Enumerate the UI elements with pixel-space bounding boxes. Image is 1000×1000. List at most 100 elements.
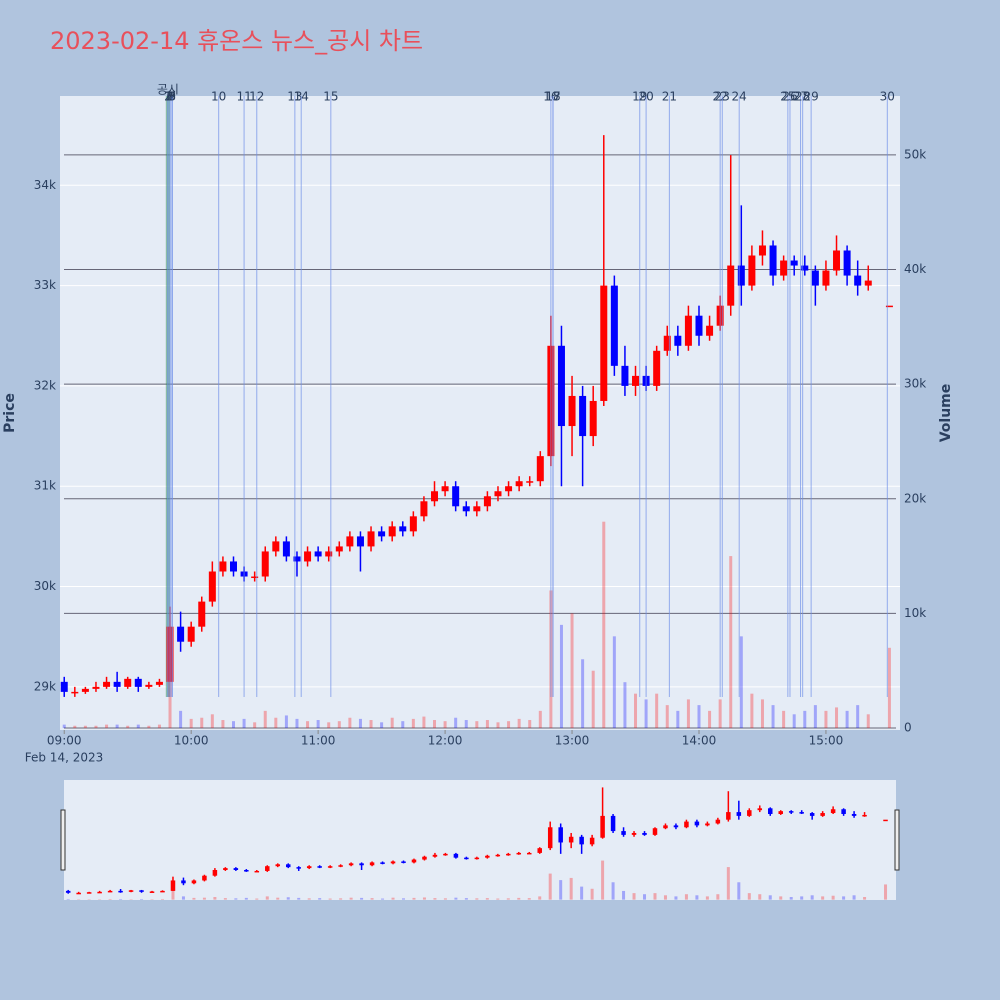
candle-body (388, 526, 396, 537)
mini-candle-body (327, 866, 333, 868)
volume-bar (623, 682, 627, 729)
y2-axis-title: Volume (938, 384, 954, 443)
candle-body (822, 270, 830, 286)
candle-body (177, 626, 185, 642)
mini-candle-body (422, 856, 427, 860)
mini-volume-bar (307, 898, 311, 900)
candle-body (346, 536, 354, 547)
mini-candle-body (191, 880, 197, 884)
mini-candle-body (265, 866, 270, 871)
mini-volume-bar (506, 898, 510, 900)
mini-volume-bar (622, 890, 626, 900)
mini-candle-body (589, 837, 595, 845)
volume-bar (581, 659, 585, 729)
mini-volume-bar (580, 886, 584, 900)
volume-bar (792, 714, 796, 729)
candle-body (727, 265, 735, 306)
mini-candle-body (715, 819, 721, 824)
candle-body (251, 576, 259, 579)
mini-volume-bar (213, 897, 217, 900)
mini-candle-body (453, 853, 459, 858)
candle-body (356, 536, 364, 547)
news-label: 18 (545, 90, 560, 104)
news-label: 23 (715, 90, 730, 104)
y-tick-label: 29k (34, 679, 56, 693)
volume-bar (454, 717, 458, 729)
mini-volume-bar (360, 897, 364, 900)
candle-body (473, 506, 481, 512)
news-label: 6 (166, 90, 174, 104)
mini-candle-body (443, 853, 448, 856)
y2-tick-label: 30k (904, 377, 926, 391)
mini-candle-body (830, 809, 836, 814)
news-label: 14 (294, 90, 309, 104)
range-slider[interactable] (64, 780, 896, 900)
candle-body (526, 481, 534, 483)
mini-candle-body (306, 866, 312, 869)
candle-body (293, 556, 301, 562)
candle-body (261, 551, 269, 577)
mini-candle-body (212, 870, 218, 876)
candle-body (304, 551, 312, 562)
news-label: 16 (543, 90, 558, 104)
news-label: 15 (323, 90, 338, 104)
candle-body (155, 681, 163, 685)
mini-candle-body (464, 857, 469, 860)
candle-body (684, 315, 692, 346)
volume-bar (433, 720, 437, 729)
mini-candle-body (684, 821, 689, 828)
candle-body (335, 546, 343, 552)
news-label: 2 (164, 90, 172, 104)
candle-body (92, 686, 100, 689)
candle-body (854, 275, 862, 286)
candle-body (452, 486, 460, 507)
mini-candle-body (841, 809, 846, 814)
slider-handle[interactable] (894, 809, 900, 871)
y-tick-label: 34k (34, 178, 56, 192)
volume-bar (83, 725, 87, 729)
y2-tick-label: 10k (904, 606, 926, 620)
mini-candle-body (474, 857, 480, 860)
volume-bar (179, 710, 183, 729)
candle-body (653, 350, 661, 386)
mini-volume-bar (569, 877, 573, 900)
volume-bar (348, 717, 352, 729)
candle-body (409, 516, 417, 532)
y2-tick-label: 50k (904, 147, 926, 161)
mini-candle-body (757, 808, 763, 811)
volume-bar (94, 725, 98, 729)
candle-body (219, 561, 227, 572)
candle-body (557, 345, 565, 427)
volume-bar (517, 718, 521, 729)
mini-candle-body (862, 814, 867, 817)
volume-bar (242, 718, 246, 729)
news-label: 12 (249, 90, 264, 104)
candle-body (674, 335, 682, 346)
mini-volume-bar (370, 898, 374, 900)
mini-candle-body (610, 815, 616, 832)
volume-bar (62, 724, 66, 729)
candle-body (208, 571, 216, 602)
candle-body (737, 265, 745, 286)
volume-bar (295, 718, 299, 729)
candle-body (282, 541, 290, 557)
mini-candle-body (485, 855, 490, 858)
mini-candle-body (86, 892, 92, 894)
mini-candle-body (788, 811, 794, 813)
candle-body (314, 551, 322, 557)
volume-bar (126, 725, 130, 729)
mini-candle-body (160, 890, 165, 893)
mini-volume-bar (422, 897, 426, 900)
x-tick-label: 09:00 (47, 734, 82, 748)
volume-bar (634, 693, 638, 729)
mini-volume-bar (601, 860, 605, 900)
news-label: 9 (168, 90, 176, 104)
mini-candle-body (107, 890, 113, 893)
volume-bar (485, 720, 489, 729)
candle-body (441, 486, 449, 492)
mini-candle-body (170, 880, 176, 891)
mini-volume-bar (789, 897, 793, 900)
slider-handle[interactable] (60, 809, 66, 871)
volume-bar (644, 699, 648, 729)
y-tick-label: 33k (34, 278, 56, 292)
